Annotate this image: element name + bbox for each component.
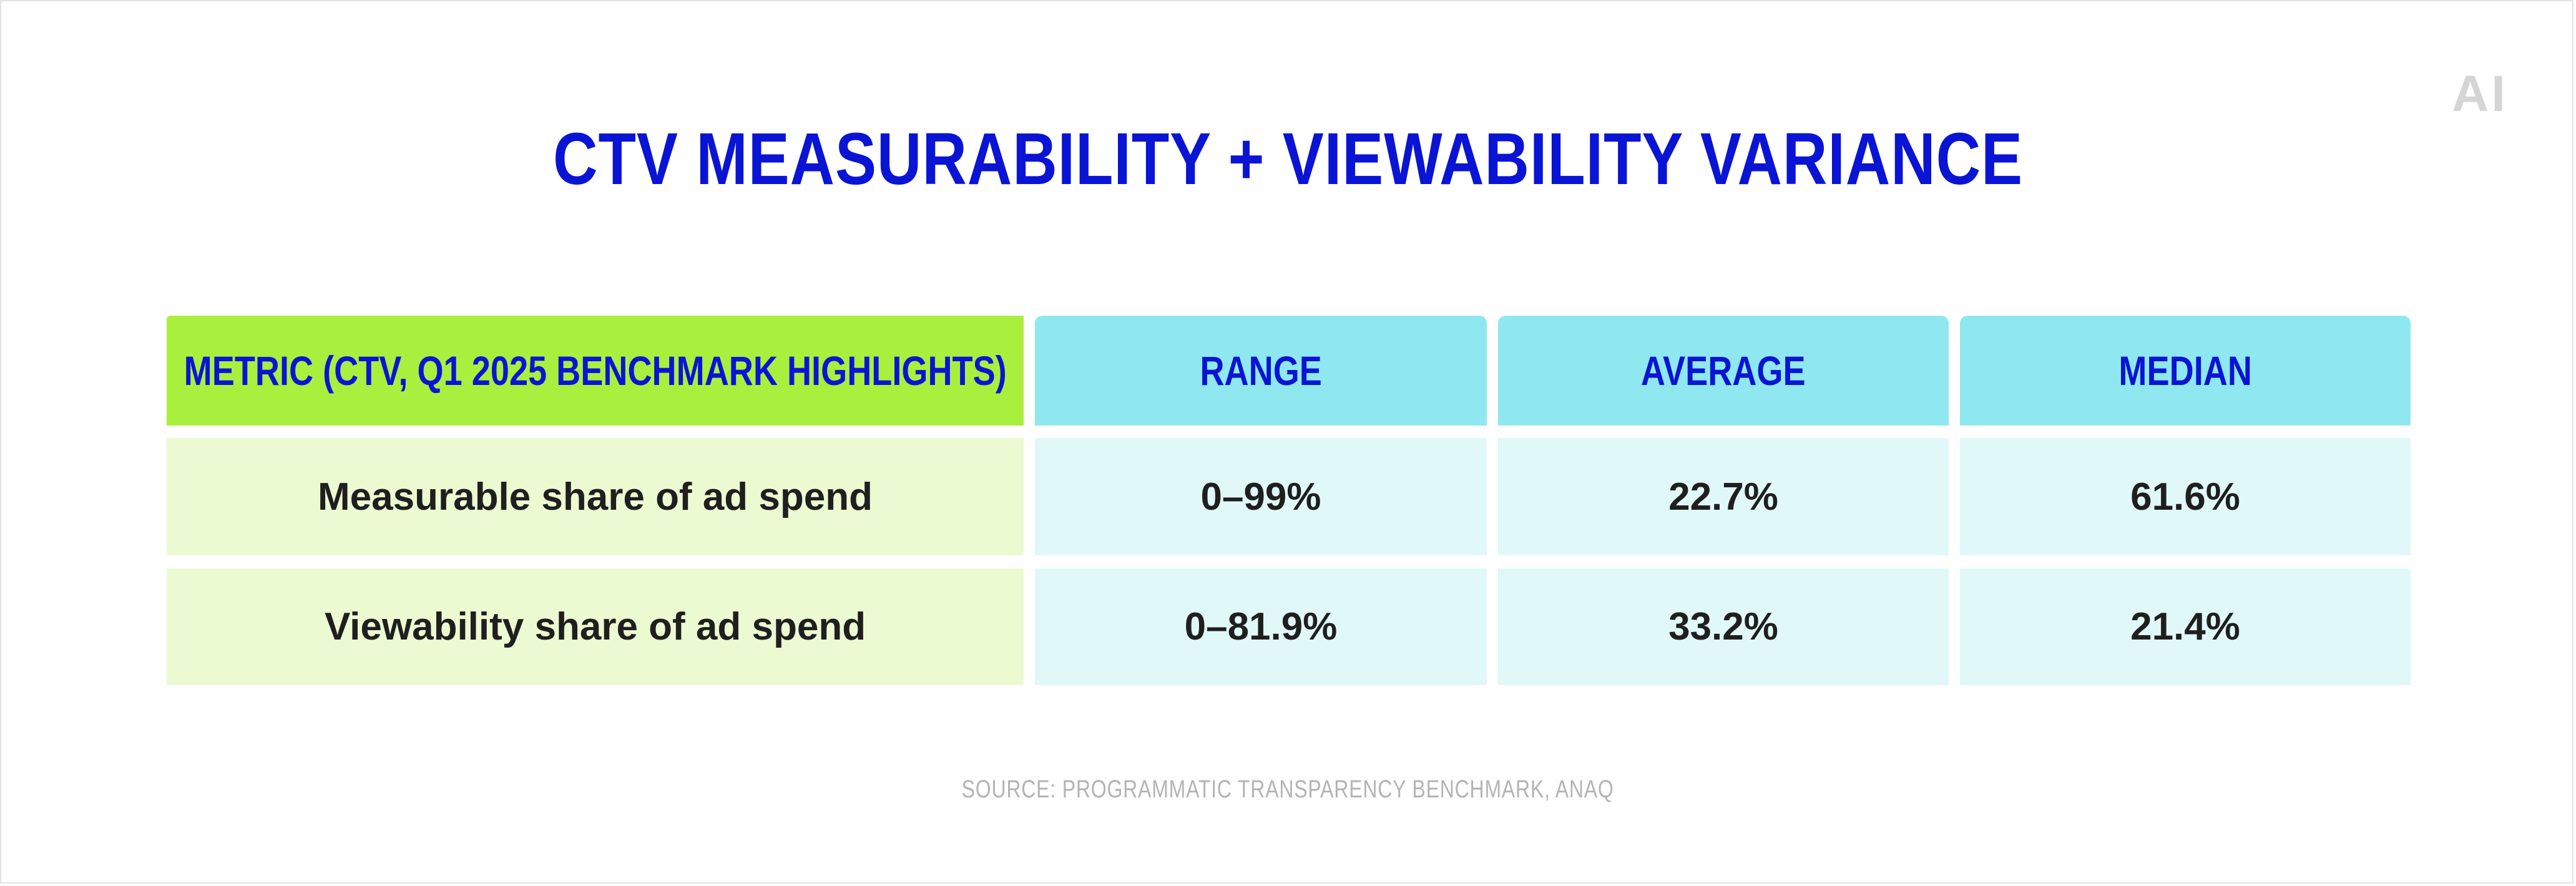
table-row-1-median: 61.6% <box>1960 438 2411 555</box>
table-row-1-range: 0–99% <box>1035 438 1487 555</box>
source-text: SOURCE: PROGRAMMATIC TRANSPARENCY BENCHM… <box>961 776 1614 803</box>
header-range-label: RANGE <box>1200 348 1322 394</box>
header-median-label: MEDIAN <box>2118 348 2252 394</box>
table-row-2-median: 21.4% <box>1960 568 2411 685</box>
source-note: SOURCE: PROGRAMMATIC TRANSPARENCY BENCHM… <box>0 776 2576 804</box>
header-metric-label: METRIC (CTV, Q1 2025 BENCHMARK HIGHLIGHT… <box>184 348 1007 394</box>
table-row-2-range: 0–81.9% <box>1035 568 1487 685</box>
table-row-2-metric: Viewability share of ad spend <box>167 568 1024 685</box>
table-row-1-average: 22.7% <box>1498 438 1949 555</box>
table-row-2-average: 33.2% <box>1498 568 1949 685</box>
header-average-label: AVERAGE <box>1641 348 1806 394</box>
chart-title: CTV MEASURABILITY + VIEWABILITY VARIANCE <box>553 118 2023 200</box>
brand-logo: AI <box>2452 66 2508 122</box>
header-average: AVERAGE <box>1498 316 1949 426</box>
header-metric: METRIC (CTV, Q1 2025 BENCHMARK HIGHLIGHT… <box>167 316 1024 426</box>
header-range: RANGE <box>1035 316 1487 426</box>
header-median: MEDIAN <box>1960 316 2411 426</box>
table-row-1-metric: Measurable share of ad spend <box>167 438 1024 555</box>
